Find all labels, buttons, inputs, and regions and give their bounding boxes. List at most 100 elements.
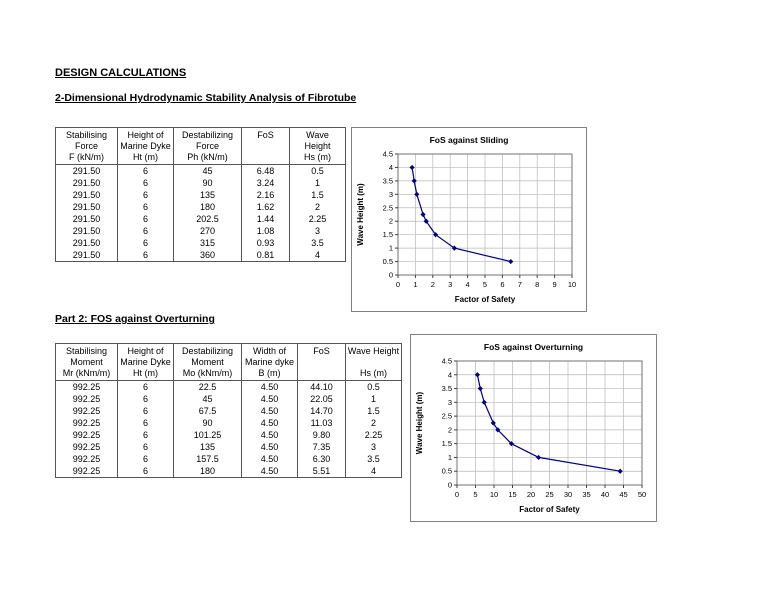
axis-ticks — [454, 360, 643, 488]
table-cell: 4.50 — [241, 453, 298, 465]
svg-text:0.5: 0.5 — [442, 467, 452, 476]
table-cell: 291.50 — [55, 189, 118, 201]
table-cell: 4 — [345, 465, 402, 478]
table-cell: 6 — [117, 177, 174, 189]
table-row: 291.50 6 360 0.81 4 — [55, 249, 346, 262]
svg-text:30: 30 — [564, 490, 572, 499]
table-row: 291.50 6 202.5 1.44 2.25 — [55, 213, 346, 225]
fos-overturning-chart: 0 5 10 15 20 25 30 35 40 45 50 0 0.5 1 1.5 2 2.5 3 3.5 4 4.5… — [410, 334, 657, 522]
svg-text:0: 0 — [448, 481, 452, 490]
table-cell: 315 — [173, 237, 242, 249]
chart-title: FoS against Overturning — [484, 342, 583, 352]
svg-text:2: 2 — [448, 425, 452, 434]
table-cell: 6 — [117, 417, 174, 429]
svg-text:35: 35 — [582, 490, 590, 499]
table-row: 992.25 6 180 4.50 5.51 4 — [55, 465, 402, 478]
table-row: 291.50 6 45 6.48 0.5 — [55, 164, 346, 177]
svg-text:0: 0 — [455, 490, 459, 499]
column-header: Stabilising Moment Mr (kNm/m) — [55, 343, 118, 381]
table-cell: 22.5 — [173, 380, 242, 393]
tick-labels: 0 1 2 3 4 5 6 7 8 9 10 0 0.5 1 1.5 2 2.5 3 3.5 4 4.5 — [383, 150, 577, 290]
svg-text:5: 5 — [473, 490, 477, 499]
table-cell: 6 — [117, 237, 174, 249]
table-row: 291.50 6 90 3.24 1 — [55, 177, 346, 189]
svg-text:10: 10 — [568, 280, 576, 289]
part2-heading: Part 2: FOS against Overturning — [55, 313, 215, 325]
table-cell: 14.70 — [297, 405, 346, 417]
sliding-table: Stabilising Force F (kN/m) Height of Marine … — [55, 127, 346, 262]
table-cell: 44.10 — [297, 380, 346, 393]
svg-text:8: 8 — [535, 280, 539, 289]
table-cell: 0.93 — [241, 237, 290, 249]
table-cell: 291.50 — [55, 177, 118, 189]
table-cell: 6 — [117, 453, 174, 465]
table-cell: 3.5 — [345, 453, 402, 465]
svg-text:9: 9 — [553, 280, 557, 289]
column-header: Height of Marine Dyke Ht (m) — [117, 343, 174, 381]
table-cell: 1.62 — [241, 201, 290, 213]
svg-text:20: 20 — [527, 490, 535, 499]
chart-svg: 0 5 10 15 20 25 30 35 40 45 50 0 0.5 1 1.5 2 2.5 3 3.5 4 4.5… — [415, 342, 647, 514]
svg-text:4: 4 — [448, 370, 452, 379]
table-cell: 1 — [345, 393, 402, 405]
table-cell: 992.25 — [55, 417, 118, 429]
column-header: Destabilizing Force Ph (kN/m) — [173, 127, 242, 165]
table-cell: 291.50 — [55, 213, 118, 225]
table-cell: 992.25 — [55, 393, 118, 405]
table-cell: 3.5 — [289, 237, 346, 249]
svg-text:4.5: 4.5 — [442, 357, 452, 366]
table-row: 291.50 6 270 1.08 3 — [55, 225, 346, 237]
svg-text:4: 4 — [389, 163, 393, 172]
table-cell: 6 — [117, 249, 174, 262]
column-header: Height of Marine Dyke Ht (m) — [117, 127, 174, 165]
svg-text:0: 0 — [396, 280, 400, 289]
table-cell: 6 — [117, 225, 174, 237]
table-cell: 7.35 — [297, 441, 346, 453]
chart-svg: 0 1 2 3 4 5 6 7 8 9 10 0 0.5 1 1.5 2 2.5 3 3.5 4 4.5 FoS agai… — [356, 135, 577, 304]
axis-ticks — [395, 153, 573, 278]
table-cell: 3 — [289, 225, 346, 237]
table-cell: 6.48 — [241, 164, 290, 177]
table-cell: 22.05 — [297, 393, 346, 405]
fos-sliding-chart: 0 1 2 3 4 5 6 7 8 9 10 0 0.5 1 1.5 2 2.5 3 3.5 4 4.5 FoS agai… — [351, 127, 587, 312]
overturning-table: Stabilising Moment Mr (kNm/m) Height of Mari… — [55, 343, 402, 478]
column-header: Wave Height Hs (m) — [345, 343, 402, 381]
svg-text:1: 1 — [389, 244, 393, 253]
table-row: 992.25 6 22.5 4.50 44.10 0.5 — [55, 380, 402, 393]
table-cell: 0.5 — [345, 380, 402, 393]
table-cell: 9.80 — [297, 429, 346, 441]
table-row: 291.50 6 135 2.16 1.5 — [55, 189, 346, 201]
table-cell: 4.50 — [241, 417, 298, 429]
header-row: Stabilising Force F (kN/m) Height of Marine … — [55, 127, 346, 165]
svg-text:50: 50 — [638, 490, 646, 499]
tick-labels: 0 5 10 15 20 25 30 35 40 45 50 0 0.5 1 1.5 2 2.5 3 3.5 4 4.5 — [442, 357, 647, 500]
table-row: 291.50 6 180 1.62 2 — [55, 201, 346, 213]
y-axis-title: Wave Height (m) — [415, 391, 424, 454]
table-cell: 6 — [117, 189, 174, 201]
table-cell: 4 — [289, 249, 346, 262]
table-cell: 67.5 — [173, 405, 242, 417]
svg-text:0.5: 0.5 — [383, 257, 393, 266]
table-cell: 2.25 — [289, 213, 346, 225]
svg-text:5: 5 — [483, 280, 487, 289]
table-cell: 202.5 — [173, 213, 242, 225]
table-cell: 11.03 — [297, 417, 346, 429]
table-cell: 4.50 — [241, 405, 298, 417]
table-cell: 1.5 — [289, 189, 346, 201]
table-cell: 157.5 — [173, 453, 242, 465]
table-cell: 135 — [173, 441, 242, 453]
table-cell: 0.5 — [289, 164, 346, 177]
table-cell: 4.50 — [241, 429, 298, 441]
table-cell: 291.50 — [55, 225, 118, 237]
table-cell: 6 — [117, 213, 174, 225]
svg-text:2: 2 — [431, 280, 435, 289]
table-row: 992.25 6 45 4.50 22.05 1 — [55, 393, 402, 405]
column-header: FoS — [241, 127, 290, 165]
table-cell: 90 — [173, 417, 242, 429]
table-cell: 291.50 — [55, 237, 118, 249]
table-cell: 6 — [117, 441, 174, 453]
table-cell: 992.25 — [55, 453, 118, 465]
table-cell: 0.81 — [241, 249, 290, 262]
table-cell: 45 — [173, 164, 242, 177]
